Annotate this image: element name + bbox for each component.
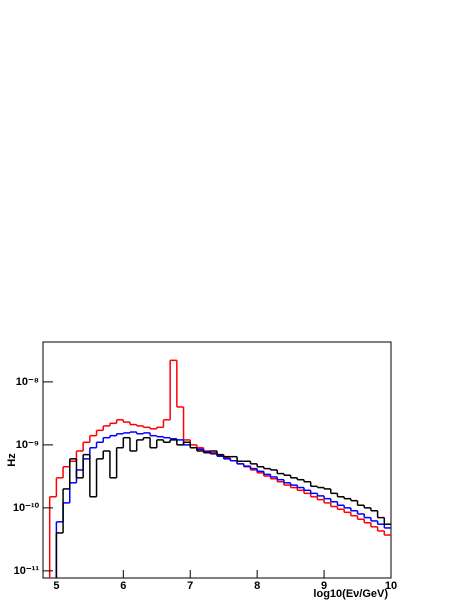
x-tick-label: 10 — [385, 580, 397, 592]
y-axis-label: Hz — [6, 453, 18, 467]
x-tick-label: 5 — [53, 580, 59, 592]
y-tick-label: 10⁻⁹ — [16, 439, 39, 451]
y-tick-label: 10⁻¹⁰ — [13, 502, 40, 514]
x-tick-label: 7 — [187, 580, 193, 592]
histograms — [48, 359, 391, 578]
x-tick-label: 9 — [321, 580, 327, 592]
plot-frame — [42, 341, 392, 579]
x-axis-label: log10(Eν/GeV) — [313, 588, 388, 600]
y-tick-label: 10⁻⁸ — [16, 376, 39, 388]
x-tick-label: 6 — [120, 580, 126, 592]
y-tick-label: 10⁻¹¹ — [14, 565, 40, 577]
x-tick-label: 8 — [254, 580, 260, 592]
